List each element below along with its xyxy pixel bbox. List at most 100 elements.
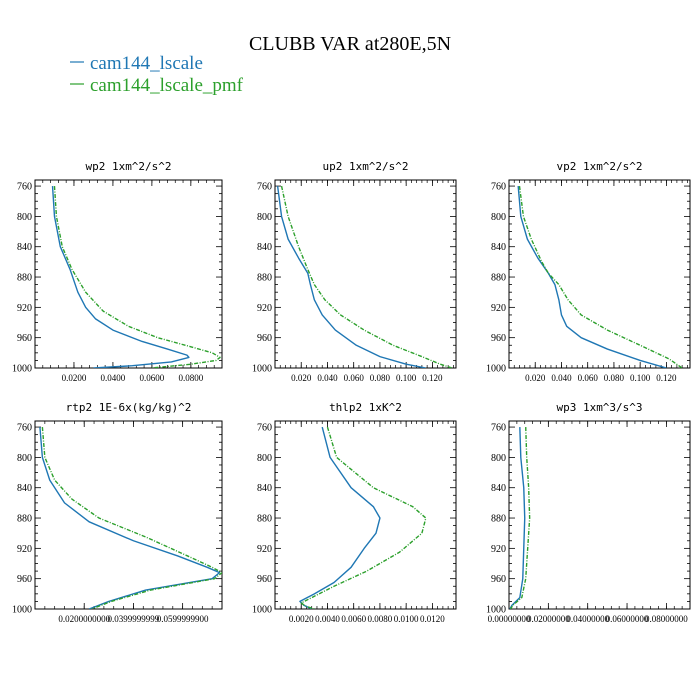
series-line-lscale bbox=[39, 427, 221, 609]
series-line-lscale-pmf bbox=[280, 185, 453, 368]
y-tick-label: 760 bbox=[17, 423, 32, 434]
y-tick-label: 840 bbox=[17, 483, 32, 494]
x-tick-label: 0.080 bbox=[370, 373, 391, 383]
plot-frame bbox=[34, 420, 223, 610]
y-tick-label: 800 bbox=[17, 212, 32, 223]
y-tick-label: 800 bbox=[257, 453, 272, 464]
x-tick-label: 0.0200 bbox=[62, 373, 87, 383]
x-tick-label: 0.0120 bbox=[420, 614, 445, 624]
x-tick-label: 0.0599999900 bbox=[157, 614, 209, 624]
y-tick-label: 800 bbox=[257, 212, 272, 223]
x-tick-label: 0.0080 bbox=[368, 614, 393, 624]
x-tick-label: 0.100 bbox=[396, 373, 417, 383]
y-tick-label: 880 bbox=[257, 514, 272, 525]
y-tick-label: 960 bbox=[17, 574, 32, 585]
x-tick-label: 0.120 bbox=[422, 373, 443, 383]
y-tick-label: 800 bbox=[491, 212, 506, 223]
y-tick-label: 800 bbox=[17, 453, 32, 464]
panel-title: rtp2 1E-6x(kg/kg)^2 bbox=[66, 401, 192, 414]
y-tick-label: 920 bbox=[257, 303, 272, 314]
y-tick-label: 920 bbox=[491, 544, 506, 555]
x-tick-label: 0.120 bbox=[656, 373, 677, 383]
series-line-lscale-pmf bbox=[509, 427, 531, 609]
y-tick-label: 920 bbox=[17, 544, 32, 555]
panel-title: wp2 1xm^2/s^2 bbox=[85, 160, 171, 173]
y-tick-label: 760 bbox=[257, 182, 272, 193]
x-tick-label: 0.04000000 bbox=[566, 614, 609, 624]
figure-title: CLUBB VAR at280E,5N bbox=[249, 33, 451, 55]
y-tick-label: 1000 bbox=[252, 605, 272, 616]
y-tick-label: 920 bbox=[17, 303, 32, 314]
x-tick-label: 0.0060 bbox=[341, 614, 366, 624]
x-tick-label: 0.08000000 bbox=[645, 614, 688, 624]
x-tick-label: 0.060 bbox=[344, 373, 365, 383]
plot-frame bbox=[34, 179, 223, 369]
y-tick-label: 920 bbox=[257, 544, 272, 555]
series-line-lscale-pmf bbox=[300, 426, 427, 609]
x-tick-label: 0.0200000000 bbox=[58, 614, 110, 624]
legend-label-lscale-pmf: cam144_lscale_pmf bbox=[90, 75, 244, 96]
y-tick-label: 1000 bbox=[486, 364, 506, 375]
y-tick-label: 800 bbox=[491, 453, 506, 464]
x-tick-label: 0.0400 bbox=[101, 373, 126, 383]
panel-title: vp2 1xm^2/s^2 bbox=[556, 160, 642, 173]
y-tick-label: 960 bbox=[491, 574, 506, 585]
panel-2: up2 1xm^2/s^2 760 800 840 880 920 960 1000 0.020… bbox=[252, 160, 457, 383]
x-tick-label: 0.0040 bbox=[315, 614, 340, 624]
panel-4: rtp2 1E-6x(kg/kg)^2 760 800 840 880 920 960 100… bbox=[12, 401, 223, 624]
legend-label-lscale: cam144_lscale bbox=[90, 53, 203, 74]
y-tick-label: 1000 bbox=[486, 605, 506, 616]
y-tick-label: 880 bbox=[257, 273, 272, 284]
x-tick-label: 0.020 bbox=[291, 373, 312, 383]
series-line-lscale bbox=[299, 426, 381, 609]
y-tick-label: 840 bbox=[257, 483, 272, 494]
y-tick-label: 760 bbox=[17, 182, 32, 193]
y-tick-label: 840 bbox=[491, 483, 506, 494]
x-tick-label: 0.060 bbox=[578, 373, 599, 383]
plot-frame bbox=[274, 179, 457, 369]
y-tick-label: 880 bbox=[17, 273, 32, 284]
plot-frame bbox=[508, 420, 691, 610]
y-tick-label: 1000 bbox=[12, 605, 32, 616]
plot-frame bbox=[508, 179, 691, 369]
y-tick-label: 760 bbox=[491, 423, 506, 434]
series-line-lscale-pmf bbox=[518, 185, 683, 368]
series-line-lscale bbox=[517, 185, 667, 368]
y-tick-label: 760 bbox=[257, 423, 272, 434]
y-tick-label: 880 bbox=[17, 514, 32, 525]
y-tick-label: 960 bbox=[17, 333, 32, 344]
x-tick-label: 0.020 bbox=[525, 373, 546, 383]
y-tick-label: 1000 bbox=[12, 364, 32, 375]
x-tick-label: 0.02000000 bbox=[527, 614, 570, 624]
panel-1: wp2 1xm^2/s^2 760 800 840 880 920 960 1000 0.020… bbox=[12, 160, 223, 383]
y-tick-label: 960 bbox=[491, 333, 506, 344]
y-tick-label: 840 bbox=[257, 242, 272, 253]
panel-title: wp3 1xm^3/s^3 bbox=[556, 401, 642, 414]
series-line-lscale bbox=[276, 185, 426, 368]
y-tick-label: 1000 bbox=[252, 364, 272, 375]
x-tick-label: 0.0399999999 bbox=[108, 614, 160, 624]
series-line-lscale bbox=[509, 427, 526, 609]
y-tick-label: 840 bbox=[17, 242, 32, 253]
x-tick-label: 0.040 bbox=[317, 373, 338, 383]
x-tick-label: 0.040 bbox=[551, 373, 572, 383]
panel-6: wp3 1xm^3/s^3 760 800 840 880 920 960 10000.000… bbox=[486, 401, 691, 624]
x-tick-label: 0.100 bbox=[630, 373, 651, 383]
x-tick-label: 0.00000000 bbox=[488, 614, 531, 624]
series-line-lscale-pmf bbox=[41, 427, 222, 609]
y-tick-label: 880 bbox=[491, 273, 506, 284]
x-tick-label: 0.080 bbox=[604, 373, 625, 383]
x-tick-label: 0.06000000 bbox=[606, 614, 649, 624]
y-tick-label: 960 bbox=[257, 574, 272, 585]
panel-grid: wp2 1xm^2/s^2 760 800 840 880 920 960 1000 0.020… bbox=[12, 160, 691, 624]
panel-title: up2 1xm^2/s^2 bbox=[322, 160, 408, 173]
plot-frame bbox=[274, 420, 457, 610]
y-tick-label: 920 bbox=[491, 303, 506, 314]
y-tick-label: 960 bbox=[257, 333, 272, 344]
panel-3: vp2 1xm^2/s^2 760 800 840 880 920 960 1000 0.020… bbox=[486, 160, 691, 383]
x-tick-label: 0.0100 bbox=[394, 614, 419, 624]
x-tick-label: 0.0800 bbox=[178, 373, 203, 383]
series-line-lscale-pmf bbox=[53, 186, 221, 368]
